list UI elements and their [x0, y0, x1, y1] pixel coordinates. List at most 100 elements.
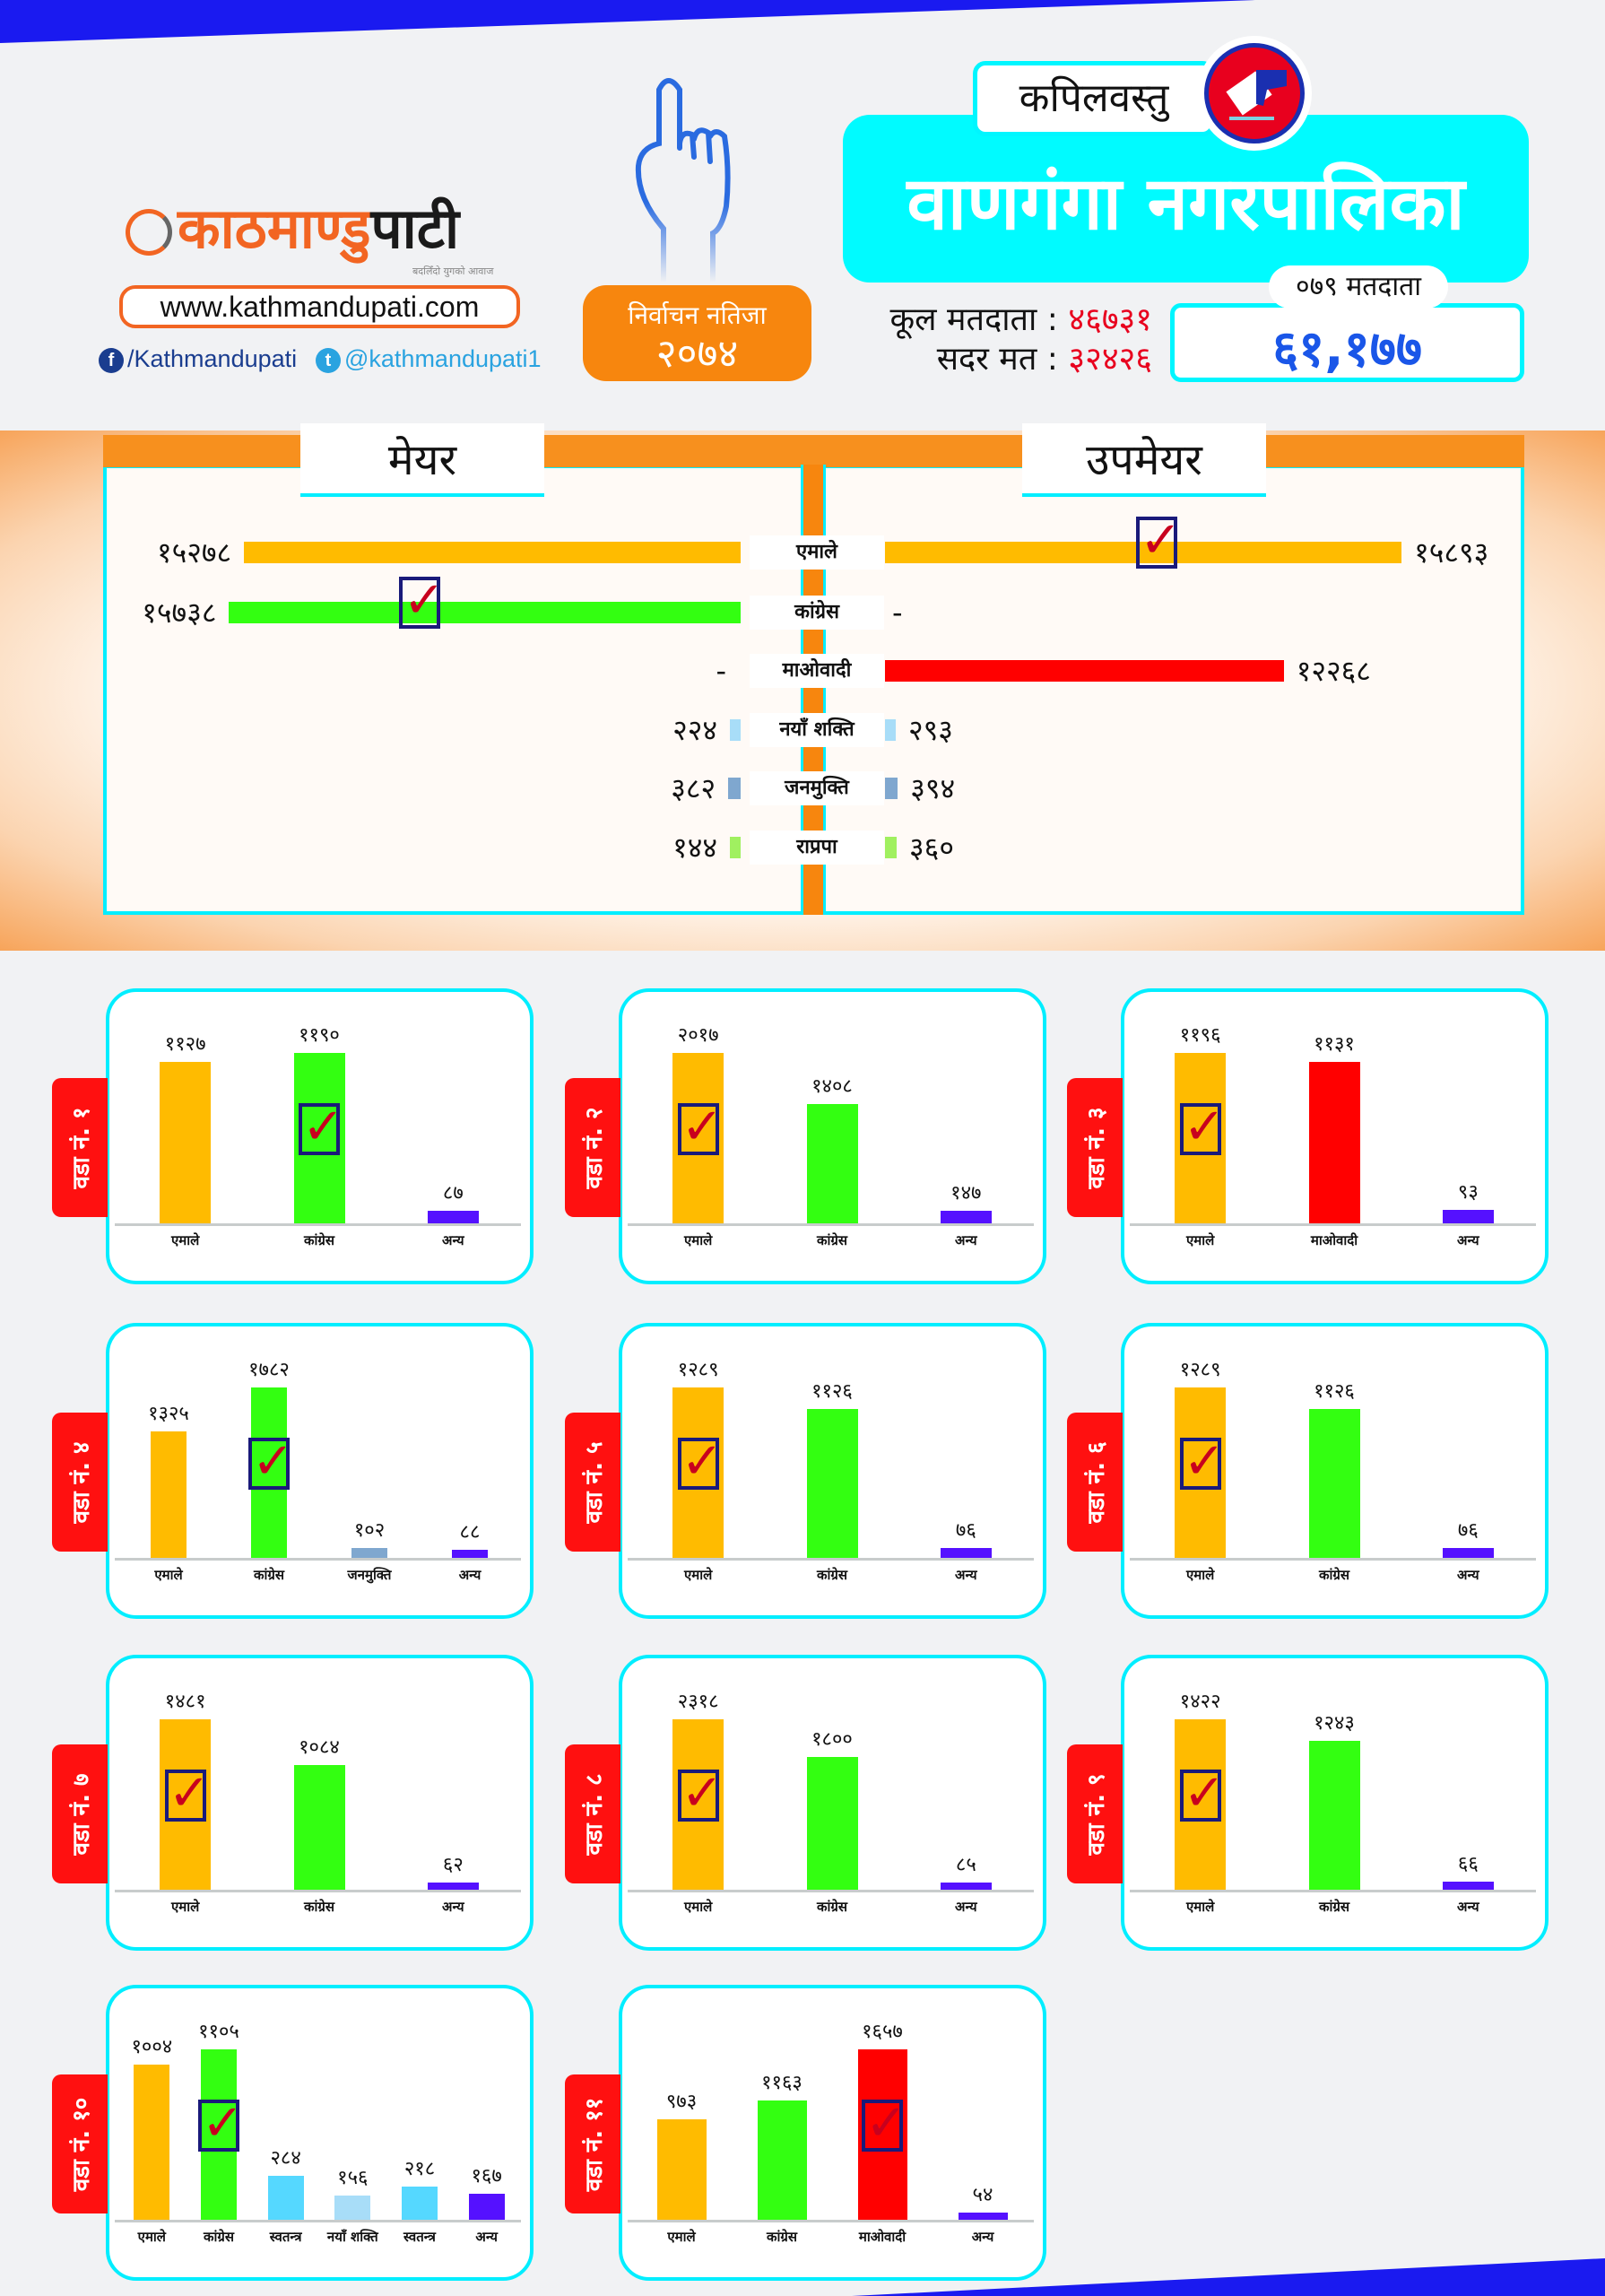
bar-party-label: कांग्रेस — [303, 1899, 334, 1915]
deputy-votes: १५८९३ — [1414, 535, 1489, 570]
bar-value-label: १०२ — [353, 1519, 386, 1543]
facebook-link[interactable]: f/Kathmandupati — [99, 345, 297, 373]
bar-value-label: ९३ — [1457, 1181, 1479, 1205]
ward-number-label: वडा नं. ९ — [1083, 1772, 1110, 1856]
party-label: माओवादी — [750, 654, 884, 688]
ward-bar — [940, 1883, 992, 1890]
twitter-handle: @kathmandupati1 — [344, 345, 542, 372]
municipality-title: वाणगंगा नगरपालिका — [843, 115, 1529, 283]
bar-value-label: ११२६ — [811, 1380, 853, 1404]
ward-number-tab: वडा नं. ९ — [1067, 1744, 1123, 1883]
valid-votes-value: ३२४२६ — [1068, 341, 1152, 378]
ward-number-tab: वडा नं. ४ — [52, 1413, 108, 1552]
ward-bar — [940, 1547, 992, 1558]
bar-value-label: १४०८ — [811, 1075, 853, 1099]
ward-number-tab: वडा नं. ११ — [565, 2074, 620, 2213]
brand-logo: काठमाण्डुपाटी — [126, 199, 459, 258]
bar-value-label: ११२७ — [164, 1033, 206, 1057]
deputy-mayor-heading: उपमेयर — [1022, 423, 1266, 497]
winner-check-icon: ✓ — [1179, 1101, 1226, 1155]
twitter-link[interactable]: t @kathmandupati1 — [316, 345, 542, 373]
bar-value-label: ५४ — [972, 2184, 993, 2206]
bar-value-label: २८४ — [270, 2147, 301, 2170]
ward-number-tab: वडा नं. २ — [565, 1078, 620, 1217]
ward-number-label: वडा नं. ५ — [581, 1440, 608, 1524]
election-result-badge: निर्वाचन नतिजा २०७४ — [583, 285, 811, 381]
bar-value-label: १३२५ — [148, 1402, 189, 1425]
deputy-bar — [885, 778, 898, 799]
website-link[interactable]: www.kathmandupati.com — [119, 285, 520, 328]
bar-party-label: एमाले — [667, 2229, 696, 2245]
ward-number-tab: वडा नं. ७ — [52, 1744, 108, 1883]
deputy-votes: ३६० — [909, 831, 954, 865]
ward-number-tab: वडा नं. ५ — [565, 1413, 620, 1552]
bar-value-label: २१८ — [403, 2157, 436, 2180]
ward-bar — [806, 1409, 858, 1558]
chart-baseline — [115, 2220, 521, 2222]
bar-party-label: अन्य — [1457, 1899, 1479, 1915]
bar-party-label: कांग्रेस — [203, 2229, 234, 2245]
bar-party-label: कांग्रेस — [766, 2229, 797, 2245]
deputy-bar — [885, 660, 1284, 682]
chart-baseline — [1130, 1223, 1536, 1226]
bar-party-label: कांग्रेस — [816, 1232, 847, 1248]
chart-baseline — [1130, 1558, 1536, 1561]
total-voters-label: कूल मतदाता : — [889, 301, 1058, 338]
mayor-votes: - — [716, 654, 726, 688]
ward-number-label: वडा नं. ६ — [1083, 1440, 1110, 1524]
ward-bar — [402, 2186, 438, 2220]
facebook-icon: f — [99, 347, 124, 373]
bar-party-label: एमाले — [1186, 1232, 1215, 1248]
ward-bar — [267, 2176, 304, 2220]
bar-value-label: १०८४ — [299, 1735, 340, 1759]
bar-value-label: ११६३ — [761, 2071, 802, 2094]
ward-bar — [857, 2049, 907, 2220]
election-commission-logo — [1197, 36, 1312, 151]
deputy-votes: ३९४ — [910, 771, 956, 805]
ward-bar — [427, 1211, 479, 1223]
winner-check-icon: ✓ — [677, 1436, 724, 1490]
bar-party-label: एमाले — [154, 1567, 183, 1583]
winner-check-icon: ✓ — [198, 2098, 244, 2152]
ward-number-label: वडा नं. ८ — [581, 1772, 608, 1856]
ward-bar — [293, 1764, 345, 1890]
ward-bar — [468, 2194, 505, 2220]
bar-value-label: १००४ — [131, 2036, 173, 2059]
mayor-votes: १५२७८ — [156, 535, 232, 570]
mayor-votes: २२४ — [672, 713, 717, 747]
bar-party-label: कांग्रेस — [253, 1567, 284, 1583]
mayor-votes: १४४ — [672, 831, 717, 865]
winner-check-icon: ✓ — [164, 1768, 211, 1822]
winner-check-icon: ✓ — [677, 1768, 724, 1822]
ward-number-tab: वडा नं. १० — [52, 2074, 108, 2213]
bar-party-label: कांग्रेस — [303, 1232, 334, 1248]
bar-party-label: माओवादी — [858, 2229, 907, 2245]
bar-party-label: अन्य — [442, 1899, 464, 1915]
ward-number-label: वडा नं. ७ — [68, 1772, 95, 1856]
party-label: एमाले — [750, 535, 884, 570]
mayor-heading: मेयर — [300, 423, 544, 497]
bar-party-label: माओवादी — [1310, 1232, 1358, 1248]
voter-stats: कूल मतदाता : ४६७३१ सदर मत : ३२४२६ — [838, 300, 1152, 379]
ward-bar — [427, 1883, 479, 1890]
voters-079-value: ६१,१७७ — [1170, 303, 1524, 382]
chart-baseline — [628, 1890, 1034, 1892]
bar-value-label: १५६ — [337, 2167, 369, 2190]
bar-value-label: ८५ — [955, 1854, 976, 1876]
bar-value-label: ११०५ — [198, 2021, 239, 2043]
bar-value-label: १२८९ — [1179, 1359, 1221, 1381]
deputy-votes: - — [892, 596, 903, 630]
bar-value-label: २३१८ — [677, 1691, 719, 1713]
bar-party-label: एमाले — [171, 1899, 200, 1915]
ward-number-label: वडा नं. ४ — [68, 1440, 95, 1524]
bar-value-label: ९७३ — [665, 2091, 698, 2114]
bar-party-label: अन्य — [1457, 1232, 1479, 1248]
badge-year: २०७४ — [655, 331, 739, 377]
chart-baseline — [115, 1558, 521, 1561]
bar-party-label: कांग्रेस — [1318, 1567, 1349, 1583]
divider — [542, 435, 1022, 467]
ward-number-label: वडा नं. ११ — [581, 2097, 608, 2191]
bar-value-label: १२४३ — [1314, 1711, 1355, 1735]
voters-079-label: ०७९ मतदाता — [1269, 265, 1448, 309]
